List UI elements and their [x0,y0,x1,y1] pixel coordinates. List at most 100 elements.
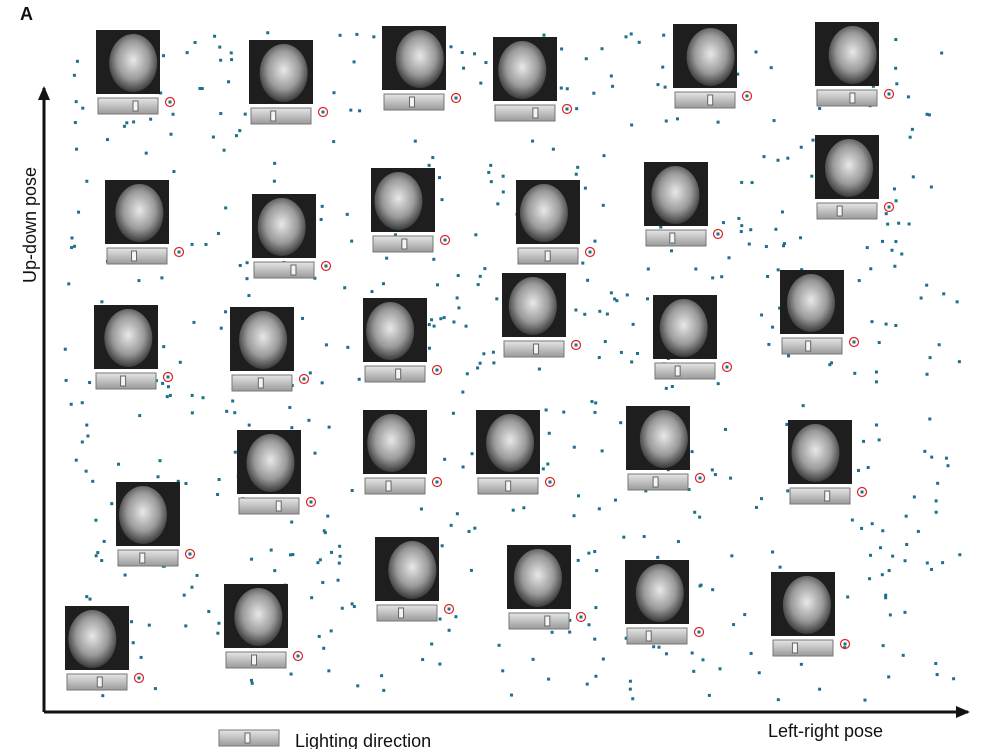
dot [427,323,431,327]
dot [687,487,691,491]
face-shape [828,26,877,84]
dot [716,382,720,386]
dot [544,408,548,412]
dot [229,51,233,55]
dot [884,593,888,597]
dot [231,399,235,403]
dot [168,393,172,397]
dot [928,356,932,360]
dot [537,367,541,371]
legend: Lighting direction [218,729,431,749]
dot [461,390,465,394]
face-sample [224,584,304,669]
highlight-ring [883,201,895,213]
highlight-ring [305,496,317,508]
dot [216,631,220,635]
y-axis-label: Up-down pose [20,167,40,283]
face-sample [780,270,860,355]
dot [767,342,771,346]
dot [701,658,705,662]
highlight-dot [716,232,720,236]
highlight-ring [561,103,573,115]
dot [778,565,782,569]
slider-knob [270,110,277,122]
dot [652,645,656,649]
face-shape [782,576,831,634]
dot [559,86,563,90]
highlight-dot [565,107,569,111]
highlight-ring [431,476,443,488]
dot [611,84,615,88]
slider-knob [824,490,831,502]
dot [219,112,223,116]
dot [216,493,220,497]
dot [771,325,775,329]
slider-knob [120,375,127,387]
faces [65,22,895,691]
face-sample [105,180,185,265]
dot [944,456,948,460]
dot [568,630,572,634]
face-shape [639,410,688,468]
dot [449,45,453,49]
dot [587,551,591,555]
dot [185,51,189,55]
dot [925,112,929,116]
slider-knob [275,500,282,512]
dot [636,351,640,355]
dot [394,233,398,237]
dot [531,657,535,661]
lighting-slider [654,362,716,380]
dot [628,687,632,691]
dot [454,615,458,619]
dot [439,317,443,321]
dot [886,222,890,226]
highlight-dot [548,480,552,484]
dot [250,681,254,685]
dot [67,282,71,286]
dot [778,306,782,310]
dot [799,145,803,149]
dot [869,553,873,557]
lighting-slider [781,337,843,355]
dot [785,422,789,426]
face-sample [771,572,851,657]
dot [317,634,321,638]
dot [313,276,317,280]
lighting-slider [816,89,878,107]
dot [478,361,482,365]
dot [204,242,208,246]
dot [192,320,196,324]
lighting-slider [376,604,438,622]
slider-knob [131,250,138,262]
dot [592,91,596,95]
dot [449,523,453,527]
dot [900,252,904,256]
dot [130,620,134,624]
dot [153,687,157,691]
face-shape [367,414,416,472]
dot [84,469,88,473]
highlight-ring [317,106,329,118]
dot [776,268,780,272]
dot [910,127,914,131]
dot [934,662,938,666]
dot [760,497,764,501]
dot [891,554,895,558]
face-shape [651,166,700,224]
dot [895,82,899,86]
face-sample [625,560,705,645]
dot [862,439,866,443]
dot [941,561,945,565]
dot [355,32,359,36]
dot [830,361,834,365]
highlight-dot [852,340,856,344]
dot [182,593,186,597]
dot [321,580,325,584]
dot [427,346,431,350]
dot [946,464,950,468]
dot [905,542,909,546]
dot [884,212,888,216]
legend-label: Lighting direction [295,731,431,749]
dot [874,370,878,374]
